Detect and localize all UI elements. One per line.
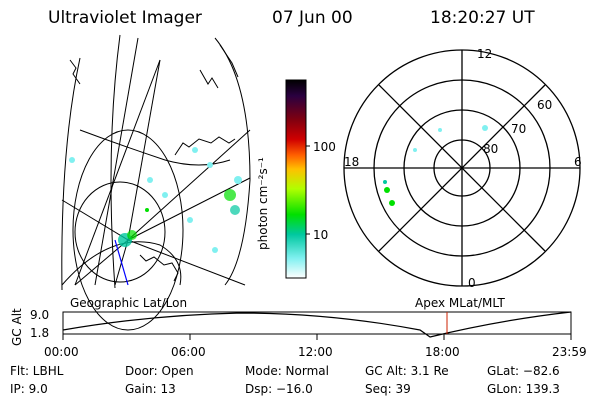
mlt-label-0: 0 [468, 276, 476, 290]
observation-date: 07 Jun 00 [272, 8, 353, 28]
timeline-right-label: Apex MLat/MLT [415, 296, 505, 310]
instrument-title: Ultraviolet Imager [48, 8, 202, 28]
seq-info: Seq: 39 [365, 382, 411, 396]
colorbar-unit-label: photon cm⁻²s⁻¹ [256, 157, 270, 250]
colorbar [285, 79, 307, 279]
colorbar-tick-10: 10 [313, 228, 329, 242]
gc-alt-info: GC Alt: 3.1 Re [365, 364, 449, 378]
gain-info: Gain: 13 [125, 382, 176, 396]
mode-info: Mode: Normal [245, 364, 329, 378]
colorbar-tick-100: 100 [313, 140, 336, 154]
glat-info: GLat: −82.6 [487, 364, 560, 378]
polar-plot [343, 49, 581, 287]
observation-time: 18:20:27 UT [430, 8, 535, 28]
x-tick-0000: 00:00 [44, 345, 79, 359]
glon-info: GLon: 139.3 [487, 382, 560, 396]
filter-info: Flt: LBHL [10, 364, 64, 378]
lat-label-60: 60 [537, 98, 553, 112]
x-tick-0600: 06:00 [171, 345, 206, 359]
mlt-label-6: 6 [574, 155, 582, 169]
x-tick-1200: 12:00 [298, 345, 333, 359]
mlt-label-18: 18 [344, 155, 360, 169]
altitude-curve [62, 311, 572, 338]
y-tick-1-8: 1.8 [30, 326, 50, 340]
lat-label-70: 70 [511, 122, 527, 136]
mlt-label-12: 12 [477, 47, 493, 61]
timeline-left-label: Geographic Lat/Lon [70, 296, 188, 310]
door-info: Door: Open [125, 364, 194, 378]
y-tick-9: 9.0 [30, 308, 50, 322]
timeline-axis-title: GC Alt [10, 308, 24, 346]
ip-info: IP: 9.0 [10, 382, 48, 396]
x-tick-1800: 18:00 [425, 345, 460, 359]
x-tick-2359: 23:59 [552, 345, 587, 359]
lat-label-80: 80 [483, 142, 499, 156]
dsp-info: Dsp: −16.0 [245, 382, 313, 396]
